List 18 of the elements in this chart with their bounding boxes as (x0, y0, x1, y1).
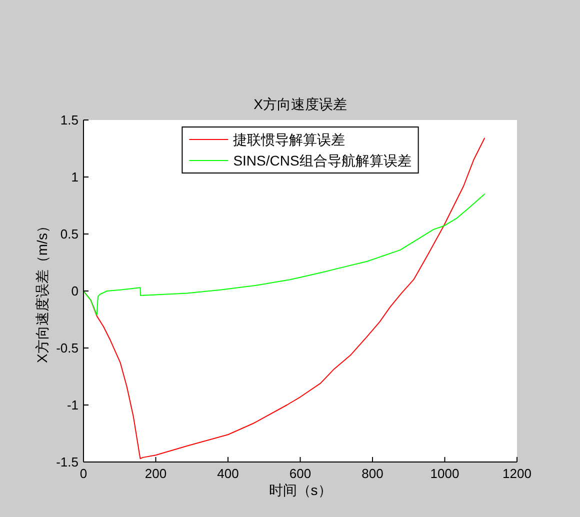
y-tick-label: -1 (66, 398, 78, 412)
y-tick-label: 1.5 (60, 112, 78, 128)
y-tick-label: -1.5 (56, 454, 78, 470)
x-axis-title: 时间（s） (268, 482, 332, 498)
y-axis-title: X方向速度误差（m/s） (34, 219, 50, 363)
chart-title: X方向速度误差 (254, 96, 347, 112)
legend-label: 捷联惯导解算误差 (233, 132, 346, 148)
y-tick-label: 1 (71, 170, 78, 184)
x-tick-label: 800 (362, 466, 384, 481)
y-tick-label: 0.5 (60, 226, 78, 242)
x-tick-label: 1200 (502, 466, 532, 481)
legend-label: SINS/CNS组合导航解算误差 (233, 152, 412, 168)
y-tick-label: -0.5 (56, 340, 78, 356)
x-tick-label: 1000 (430, 466, 460, 481)
y-tick-label: 0 (71, 284, 78, 298)
x-tick-label: 400 (217, 466, 239, 481)
x-tick-label: 600 (289, 466, 312, 481)
x-tick-label: 200 (144, 466, 167, 481)
